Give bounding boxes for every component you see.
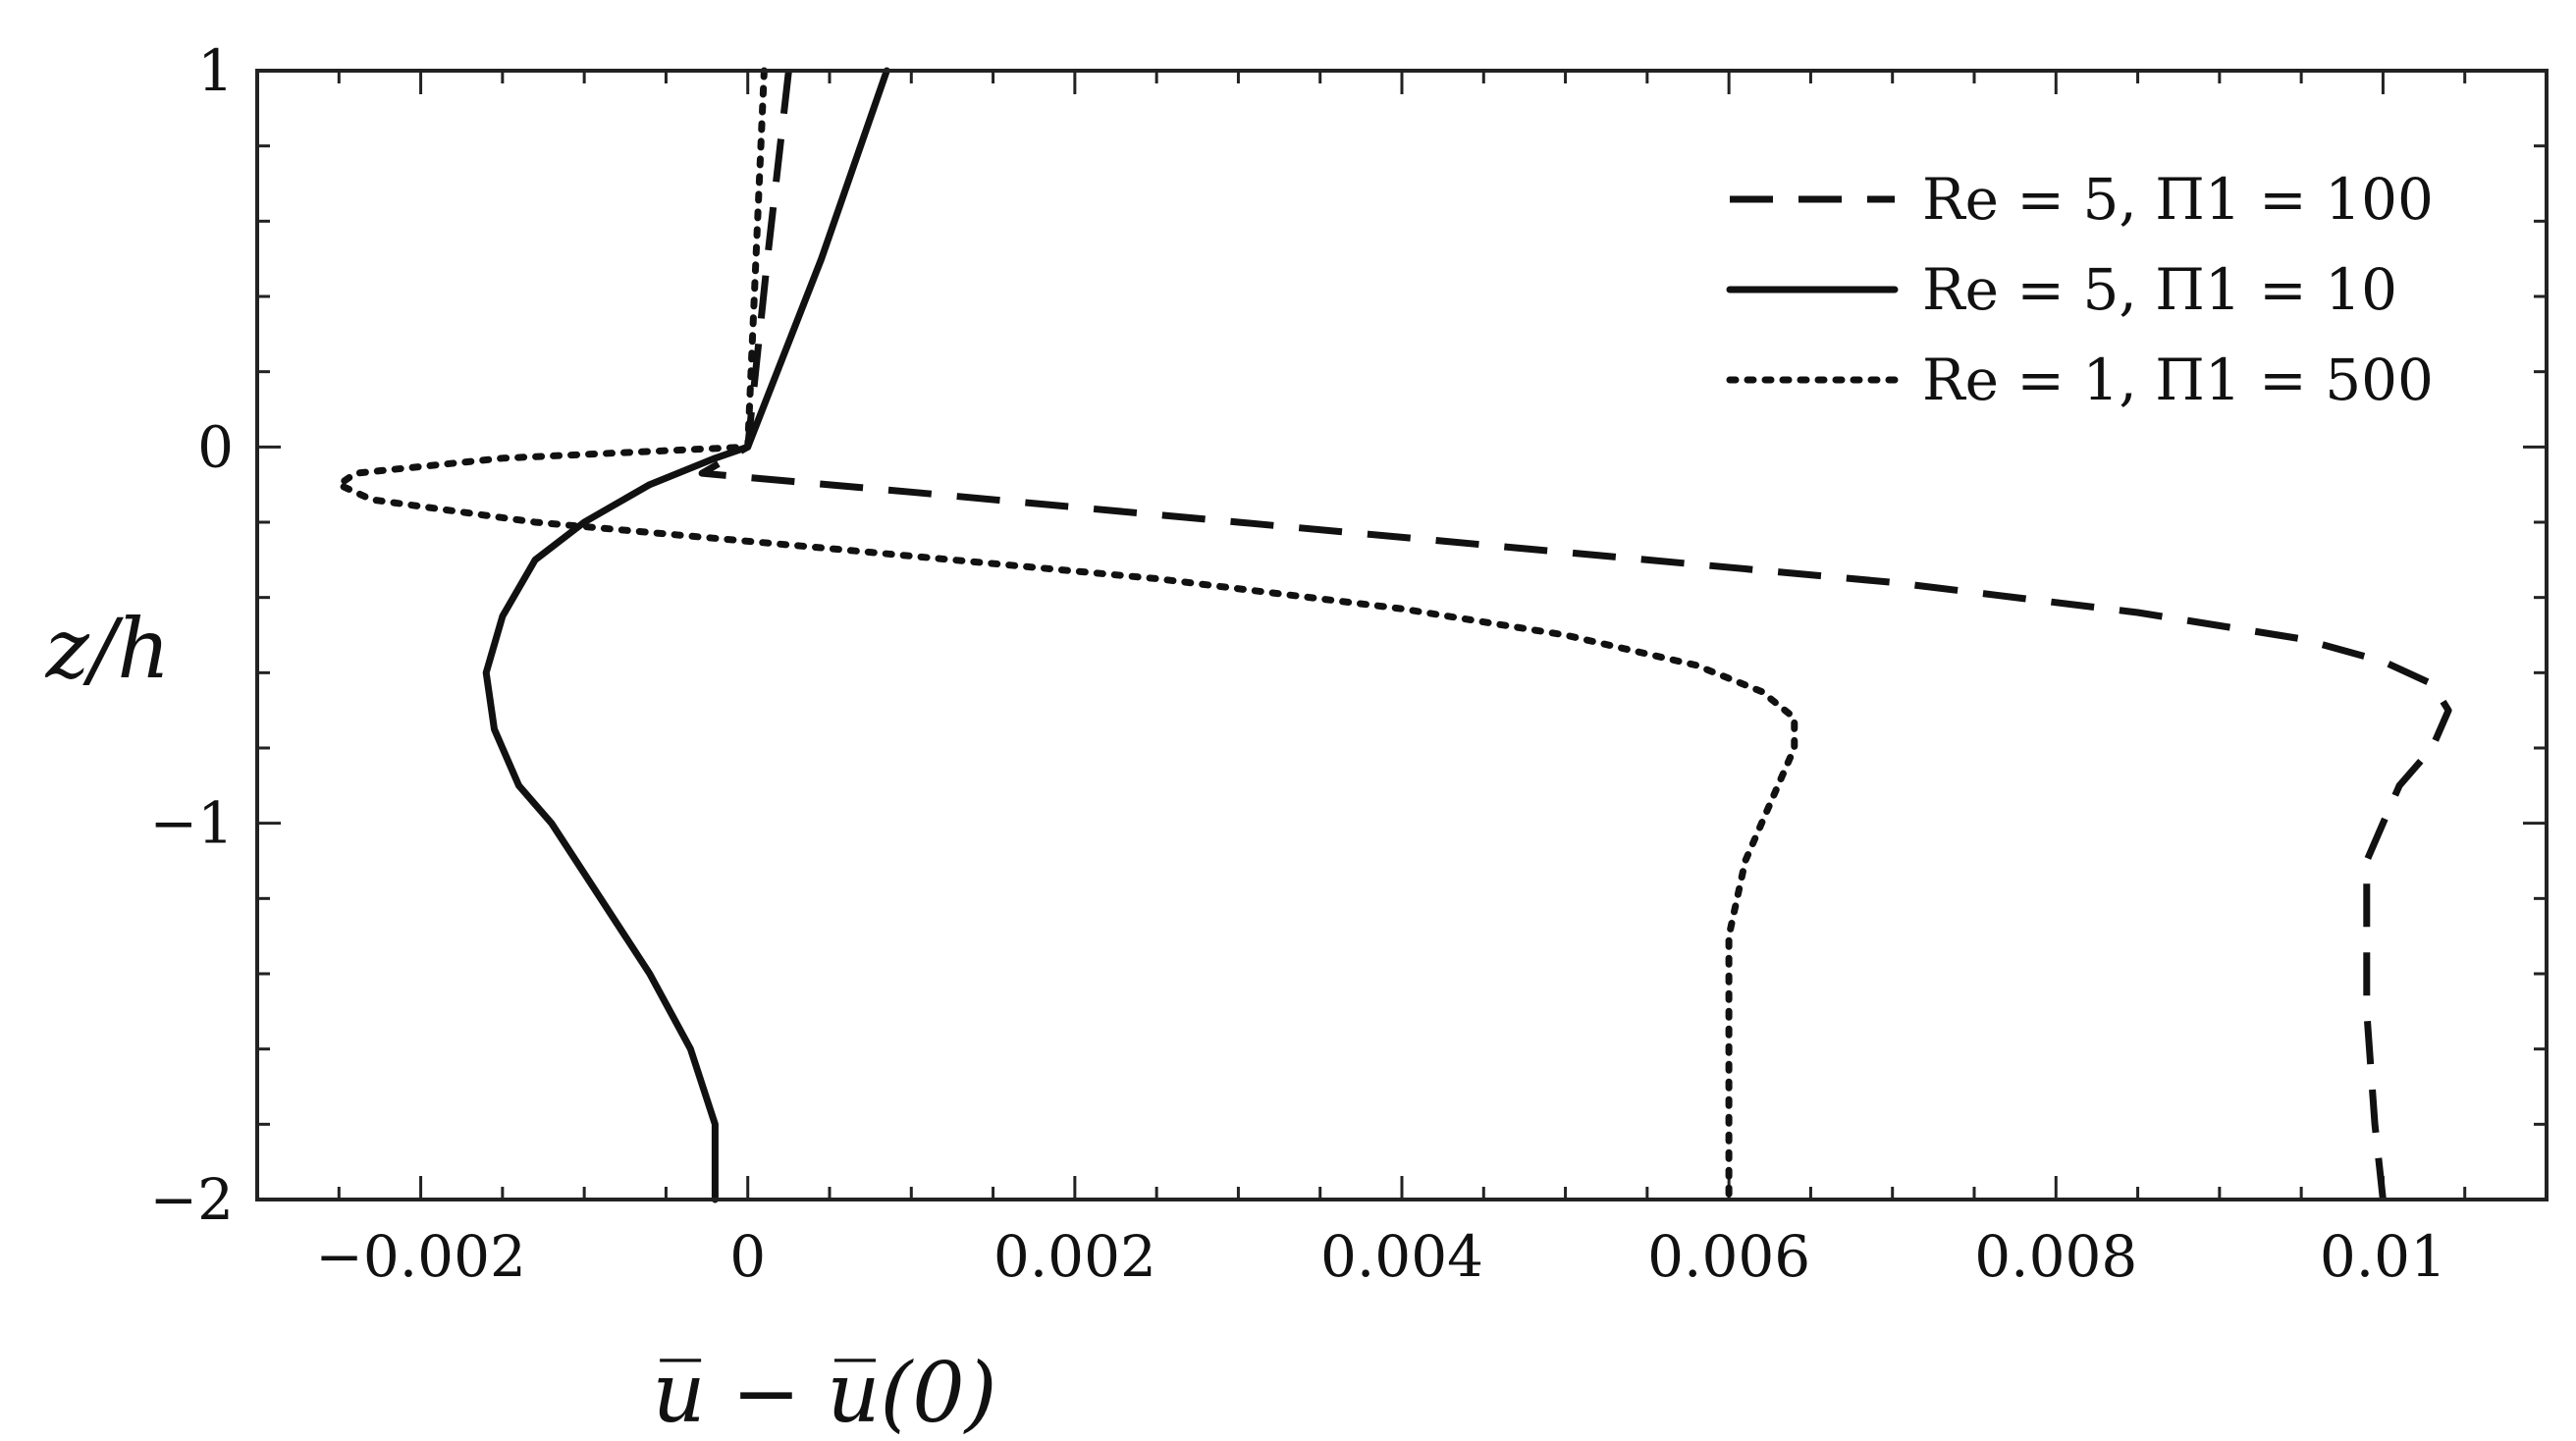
series-layer	[335, 67, 2452, 1203]
x-tick-label: 0	[729, 1223, 766, 1290]
legend: Re = 5, Π1 = 100 Re = 5, Π1 = 10 Re = 1,…	[1726, 166, 2434, 413]
series-line-solid	[482, 67, 890, 1203]
series-line-dashed	[698, 70, 2452, 1201]
x-tick-label: 0.004	[1320, 1223, 1483, 1290]
axis-ticks	[255, 69, 2549, 1201]
y-tick-label: 1	[197, 37, 234, 104]
y-tick-label: −1	[150, 790, 235, 857]
tick-labels: −0.002 0 0.002 0.004 0.006 0.008 0.01 −2 −1 0 1	[150, 37, 2446, 1290]
y-axis-label: z/h	[45, 601, 171, 697]
x-axis-label: u̅ − u̅(0)	[653, 1345, 997, 1441]
legend-label-0: Re = 5, Π1 = 100	[1922, 166, 2434, 233]
legend-label-2: Re = 1, Π1 = 500	[1922, 347, 2434, 413]
x-tick-label: 0.01	[2320, 1223, 2446, 1290]
x-tick-label: −0.002	[315, 1223, 526, 1290]
x-tick-label: 0.008	[1974, 1223, 2137, 1290]
x-tick-label: 0.006	[1647, 1223, 1810, 1290]
y-tick-label: −2	[150, 1166, 235, 1233]
series-line-dotted	[335, 67, 1798, 1203]
plot-frame	[255, 69, 2549, 1201]
y-tick-label: 0	[197, 413, 234, 480]
x-tick-label: 0.002	[993, 1223, 1156, 1290]
legend-label-1: Re = 5, Π1 = 10	[1922, 256, 2397, 323]
